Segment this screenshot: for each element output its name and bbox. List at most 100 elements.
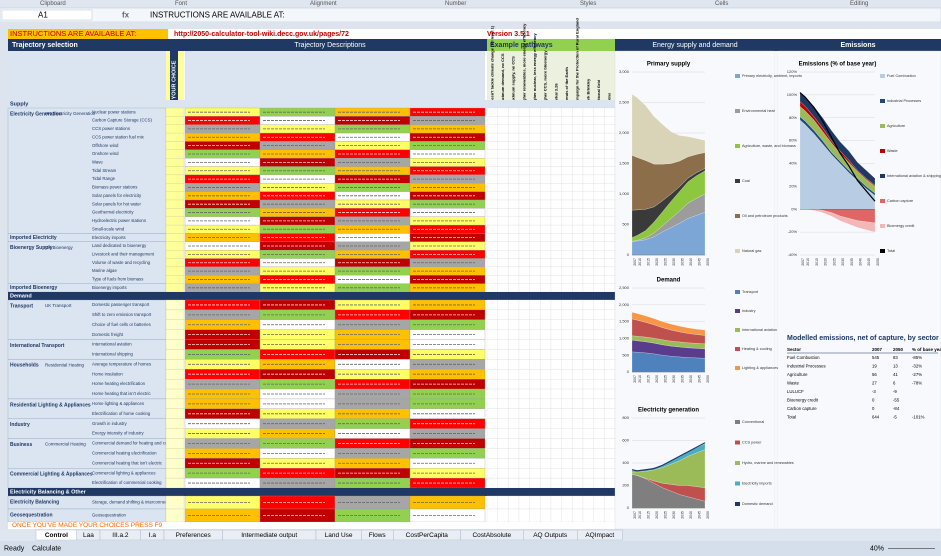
pathway-cell bbox=[582, 216, 594, 226]
pathway-cell bbox=[582, 224, 594, 234]
y-tick-label: 1,000 bbox=[619, 191, 630, 196]
pathway-cell bbox=[604, 174, 616, 184]
pathway-cell bbox=[518, 124, 530, 134]
sheet-tab-label[interactable]: I.a bbox=[149, 532, 157, 539]
y-tick-label: 600 bbox=[622, 438, 629, 443]
pathway-cell bbox=[529, 258, 541, 268]
lever-name: Storage, demand shifting & interconnecti… bbox=[92, 500, 175, 505]
pathway-cell bbox=[550, 359, 562, 370]
name-box-text[interactable]: A1 bbox=[38, 11, 48, 20]
table-cell: -9 bbox=[893, 389, 897, 394]
y-tick-label: 800 bbox=[622, 415, 629, 420]
pathway-cell bbox=[529, 208, 541, 217]
pathway-cell bbox=[561, 458, 573, 469]
pathway-cell bbox=[497, 149, 509, 159]
pathway-cell bbox=[572, 388, 584, 400]
pathway-cell bbox=[540, 116, 552, 125]
pathway-cell bbox=[529, 166, 541, 176]
chart-title: Emissions (% of base year) bbox=[799, 62, 877, 68]
pathway-cell bbox=[508, 309, 520, 320]
choice-cell bbox=[165, 299, 185, 311]
fx-button[interactable]: fx bbox=[122, 11, 130, 20]
table-cell: 27 bbox=[872, 381, 877, 386]
choice-cell bbox=[165, 349, 185, 360]
sheet-tab-label[interactable]: Preferences bbox=[176, 532, 212, 539]
legend-label: Hydro, marine and renewables bbox=[742, 461, 794, 465]
pathway-name: Friends of the Earth bbox=[564, 67, 569, 105]
sheet-tab-label[interactable]: AQImpact bbox=[585, 532, 614, 539]
x-tick-label: 2045 bbox=[697, 258, 701, 266]
sheet-tab-label[interactable]: Flows bbox=[369, 532, 387, 539]
lever-name: Livestock and their management bbox=[92, 252, 155, 257]
choice-cell bbox=[165, 458, 185, 469]
zoom-level[interactable]: 40% bbox=[870, 545, 884, 552]
group-name: Electricity Balancing bbox=[10, 499, 59, 505]
choice-cell bbox=[165, 359, 185, 370]
pathway-cell bbox=[561, 398, 573, 409]
pathway-cell bbox=[518, 250, 530, 259]
pathway-cell bbox=[508, 241, 520, 251]
pathway-cell bbox=[604, 428, 616, 439]
lever-name: Nuclear power stations bbox=[92, 109, 136, 114]
pathway-cell bbox=[593, 458, 605, 469]
pathway-cell bbox=[486, 116, 498, 125]
pathway-cell bbox=[572, 379, 584, 390]
choice-cell bbox=[165, 418, 185, 429]
pathway-cell bbox=[540, 216, 552, 226]
pathway-cell bbox=[582, 369, 594, 380]
sheet-tab-label[interactable]: AQ Outputs bbox=[533, 532, 568, 539]
pathway-cell bbox=[508, 408, 520, 419]
pathway-cell bbox=[593, 495, 605, 510]
pathway-cell bbox=[540, 319, 552, 330]
pathway-cell bbox=[486, 319, 498, 330]
pathway-cell bbox=[529, 233, 541, 242]
legend-label: Lighting & appliances bbox=[742, 366, 778, 370]
sheet-tab-label[interactable]: CostPerCapita bbox=[406, 532, 449, 539]
sheet-tab-label[interactable]: III.a.2 bbox=[112, 532, 129, 539]
pathway-cell bbox=[529, 379, 541, 390]
sheet-tab-label[interactable]: Intermediate output bbox=[241, 532, 297, 539]
pathway-cell bbox=[561, 283, 573, 293]
pathway-cell bbox=[593, 508, 605, 523]
legend-swatch bbox=[735, 440, 740, 445]
legend-label: Fuel Combustion bbox=[887, 74, 916, 78]
status-calculate[interactable]: Calculate bbox=[32, 545, 61, 552]
pathway-cell bbox=[561, 428, 573, 439]
lever-name: Tidal Range bbox=[92, 176, 116, 181]
instructions-text: INSTRUCTIONS ARE AVAILABLE AT: bbox=[10, 29, 136, 38]
choice-cell bbox=[165, 319, 185, 330]
lever-name: Commercial lighting & appliances bbox=[92, 470, 156, 475]
pathway-cell bbox=[486, 458, 498, 469]
pathway-cell bbox=[582, 388, 594, 400]
legend-swatch bbox=[735, 290, 740, 294]
sheet-tab-label[interactable]: CostAbsolute bbox=[472, 532, 511, 539]
pathway-cell bbox=[486, 448, 498, 459]
pathway-name: Maximum demand, no CCS bbox=[500, 53, 505, 105]
pathway-cell bbox=[518, 116, 530, 125]
pathway-cell bbox=[582, 141, 594, 150]
pathway-cell bbox=[572, 141, 584, 150]
pathway-cell bbox=[593, 428, 605, 439]
sheet-tab-label[interactable]: Laa bbox=[83, 532, 94, 539]
pathway-cell bbox=[540, 495, 552, 510]
instructions-url[interactable]: http://2050-calculator-tool-wiki.decc.go… bbox=[174, 31, 349, 38]
pathway-cell bbox=[572, 241, 584, 251]
x-tick-label: 2025 bbox=[663, 511, 667, 519]
sheet-tab-label[interactable]: Control bbox=[45, 532, 68, 539]
lever-name: Commercial demand for heating and coolin… bbox=[92, 441, 177, 446]
choice-cell bbox=[165, 216, 185, 226]
sheet-tab-label[interactable]: Land Use bbox=[325, 532, 353, 539]
choice-cell bbox=[165, 379, 185, 390]
pathway-cell bbox=[518, 149, 530, 159]
pathway-cell bbox=[540, 250, 552, 259]
name-box bbox=[1, 9, 93, 21]
pathway-cell bbox=[561, 191, 573, 201]
pathway-cell bbox=[486, 158, 498, 167]
pathway-cell bbox=[497, 339, 509, 350]
pathway-cell bbox=[518, 418, 530, 429]
pathway-cell bbox=[582, 379, 594, 390]
pathway-cell bbox=[529, 359, 541, 370]
pathway-cell bbox=[550, 508, 562, 523]
pathway-cell bbox=[550, 158, 562, 167]
legend-swatch bbox=[735, 144, 740, 148]
